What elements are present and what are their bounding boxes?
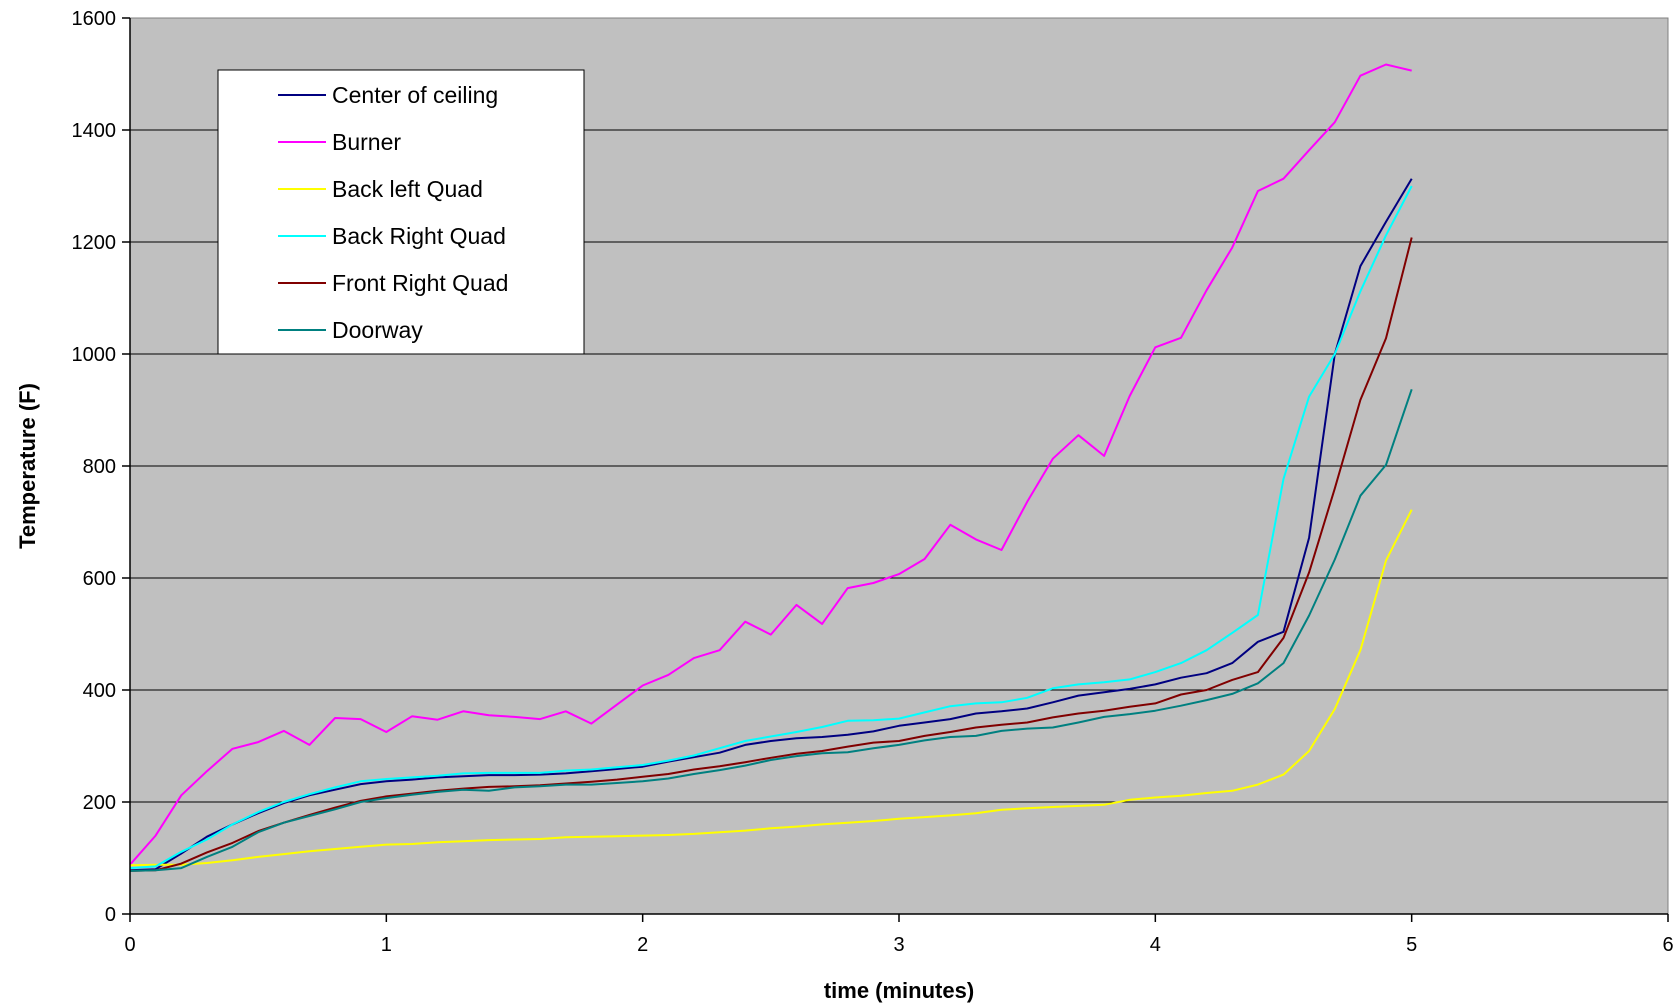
series-line-back-left-quad: [129, 509, 1413, 867]
legend-label-doorway: Doorway: [332, 317, 423, 343]
y-tick-label: 0: [105, 904, 116, 926]
x-tick-label: 6: [1662, 934, 1673, 956]
y-tick-label: 1400: [72, 120, 117, 142]
x-axis-title: time (minutes): [824, 978, 974, 1003]
x-tick-label: 1: [381, 934, 392, 956]
y-tick-label: 400: [83, 680, 116, 702]
series-line-center-of-ceiling: [129, 178, 1413, 872]
series-line-burner: [129, 63, 1412, 866]
legend-label-back-left-quad: Back left Quad: [332, 176, 483, 202]
y-tick-label: 600: [83, 568, 116, 590]
y-tick-label: 1600: [72, 8, 117, 30]
x-tick-label: 0: [124, 934, 135, 956]
y-tick-label: 200: [83, 792, 116, 814]
legend-box: [217, 69, 585, 355]
legend-items: Center of ceiling Burner Back left Quad Bac…: [278, 82, 508, 343]
legend-label-burner: Burner: [332, 129, 401, 155]
x-tick-label: 3: [893, 934, 904, 956]
x-tick-label: 5: [1406, 934, 1417, 956]
y-tick-label: 1000: [72, 344, 117, 366]
y-axis-title: Temperature (F): [15, 383, 40, 549]
series-line-front-right-quad: [129, 237, 1413, 872]
legend-label-front-right-quad: Front Right Quad: [332, 270, 508, 296]
y-tick-label: 1200: [72, 232, 117, 254]
x-tick-label: 2: [637, 934, 648, 956]
series-lines: [129, 63, 1413, 872]
legend-label-center-of-ceiling: Center of ceiling: [332, 82, 498, 108]
x-tick-label: 4: [1150, 934, 1161, 956]
legend-label-back-right-quad: Back Right Quad: [332, 223, 506, 249]
y-axis-ticks: 0 200 400 600 800 1000 1200 1400 1600: [72, 8, 130, 926]
legend: Center of ceiling Burner Back left Quad Bac…: [217, 69, 585, 355]
series-line-back-right-quad: [129, 185, 1413, 870]
y-tick-label: 800: [83, 456, 116, 478]
x-axis-ticks: 0 1 2 3 4 5 6: [124, 914, 1674, 956]
series-line-doorway: [129, 388, 1413, 872]
